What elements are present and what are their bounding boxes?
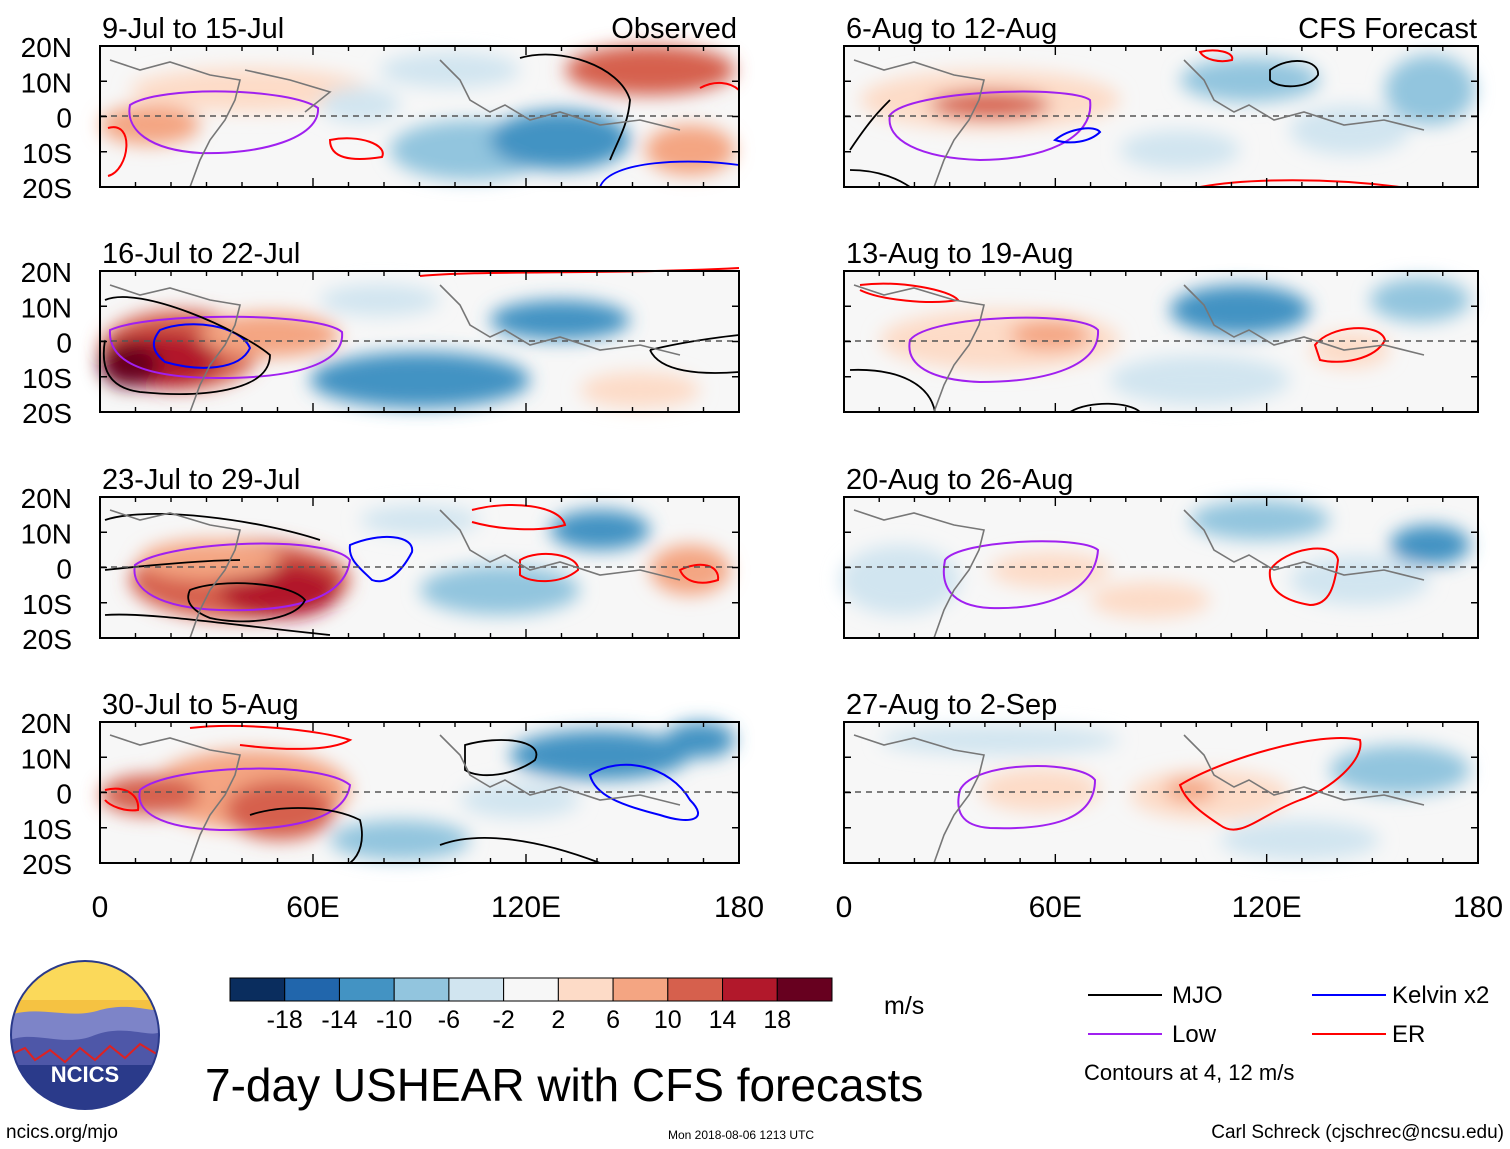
- panel-observed-3: [99, 496, 740, 639]
- colorbar-swatch: [284, 977, 340, 1002]
- colorbar-swatch: [229, 977, 286, 1002]
- legend-label-kelvin: Kelvin x2: [1392, 982, 1490, 1009]
- lat-tick-label: 0: [56, 328, 72, 359]
- colorbar-swatch: [557, 977, 614, 1002]
- colorbar-tick-label: -18: [267, 1006, 303, 1034]
- lon-tick-label: 180: [1453, 891, 1503, 924]
- panel-title-forecast-4: 27-Aug to 2-Sep: [846, 689, 1057, 721]
- lat-tick-label: 10S: [22, 138, 72, 169]
- timestamp: Mon 2018-08-06 1213 UTC: [668, 1128, 815, 1142]
- colorbar-tick-label: -2: [493, 1006, 515, 1034]
- lat-tick-label: 20N: [21, 483, 72, 514]
- colorbar-swatch: [448, 977, 505, 1002]
- legend-label-er: ER: [1392, 1021, 1426, 1048]
- colorbar-swatch: [393, 977, 450, 1002]
- logo-text: NCICS: [51, 1062, 119, 1087]
- panel-forecast-1: [843, 45, 1479, 188]
- colorbar-tick-label: 14: [709, 1006, 737, 1034]
- colorbar-swatch: [776, 977, 833, 1002]
- lat-tick-label: 20S: [22, 849, 72, 880]
- lat-tick-label: 20N: [21, 708, 72, 739]
- lat-tick-label: 10S: [22, 589, 72, 620]
- colorbar-swatch: [338, 977, 395, 1002]
- contours-note: Contours at 4, 12 m/s: [1084, 1060, 1295, 1085]
- panel-observed-4: [99, 721, 740, 864]
- ncics-logo: NCICS: [10, 960, 160, 1110]
- panel-forecast-3: [840, 496, 1479, 639]
- lon-tick-label: 120E: [1232, 891, 1302, 924]
- colorbar-tick-label: 2: [551, 1006, 565, 1034]
- colorbar-tick-label: 10: [654, 1006, 682, 1034]
- lat-tick-label: 20S: [22, 624, 72, 655]
- lat-tick-label: 20S: [22, 398, 72, 429]
- legend-label-low: Low: [1172, 1021, 1217, 1048]
- panel-title-observed-3: 23-Jul to 29-Jul: [102, 464, 300, 496]
- panel-forecast-2: [843, 270, 1479, 413]
- panel-title-forecast-2: 13-Aug to 19-Aug: [846, 238, 1073, 270]
- colorbar-tick-label: -10: [376, 1006, 412, 1034]
- colorbar-tick-label: -14: [321, 1006, 357, 1034]
- lon-tick-label: 0: [92, 891, 109, 924]
- lat-tick-label: 0: [56, 554, 72, 585]
- lat-tick-label: 20N: [21, 32, 72, 63]
- lat-tick-label: 10S: [22, 814, 72, 845]
- colorbar-swatch: [612, 977, 669, 1002]
- figure-title: 7-day USHEAR with CFS forecasts: [205, 1059, 924, 1111]
- lon-tick-label: 60E: [1029, 891, 1082, 924]
- lat-tick-label: 10N: [21, 743, 72, 774]
- lat-tick-label: 10N: [21, 292, 72, 323]
- panel-title-observed-2: 16-Jul to 22-Jul: [102, 238, 300, 270]
- colorbar-tick-label: -6: [438, 1006, 460, 1034]
- lat-tick-label: 0: [56, 779, 72, 810]
- colorbar-tick-label: 18: [763, 1006, 791, 1034]
- lat-tick-label: 0: [56, 103, 72, 134]
- panel-observed-1: [99, 45, 740, 188]
- colorbar-swatch: [503, 977, 559, 1002]
- lon-tick-label: 120E: [491, 891, 561, 924]
- lat-tick-label: 10N: [21, 518, 72, 549]
- author-credit: Carl Schreck (cjschrec@ncsu.edu): [1211, 1122, 1504, 1143]
- legend-label-mjo: MJO: [1172, 982, 1223, 1009]
- lon-tick-label: 180: [714, 891, 764, 924]
- colorbar-swatch: [667, 977, 724, 1002]
- panel-observed-2: [99, 267, 740, 413]
- panel-forecast-4: [843, 721, 1479, 864]
- site-url: ncics.org/mjo: [6, 1122, 118, 1143]
- lat-tick-label: 20N: [21, 257, 72, 288]
- panel-title-observed-4: 30-Jul to 5-Aug: [102, 689, 299, 721]
- panel-title-observed-1: 9-Jul to 15-Jul: [102, 13, 284, 45]
- lat-tick-label: 20S: [22, 173, 72, 204]
- lat-tick-label: 10S: [22, 363, 72, 394]
- lon-tick-label: 60E: [286, 891, 339, 924]
- column-header-forecast: CFS Forecast: [1298, 13, 1477, 45]
- colorbar-tick-label: 6: [606, 1006, 620, 1034]
- lon-tick-label: 0: [836, 891, 853, 924]
- panel-title-forecast-3: 20-Aug to 26-Aug: [846, 464, 1073, 496]
- colorbar-units: m/s: [884, 992, 925, 1020]
- colorbar-swatch: [722, 977, 778, 1002]
- panel-title-forecast-1: 6-Aug to 12-Aug: [846, 13, 1057, 45]
- lat-tick-label: 10N: [21, 67, 72, 98]
- column-header-observed: Observed: [611, 13, 737, 45]
